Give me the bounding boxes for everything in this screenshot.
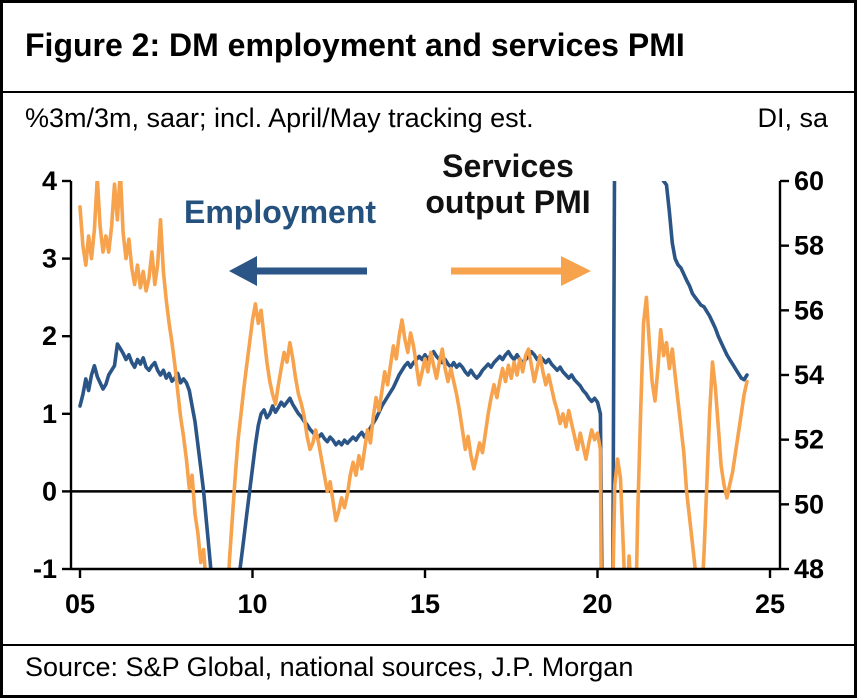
right-axis-tick-label: 52	[794, 425, 824, 455]
left-axis-tick-label: 0	[42, 476, 57, 506]
figure-title: Figure 2: DM employment and services PMI	[25, 27, 685, 63]
right-axis-tick-label: 48	[794, 554, 824, 584]
employment-arrow-head	[229, 256, 257, 286]
x-axis-tick-label: 10	[237, 589, 267, 619]
employment-series-label: Employment	[183, 194, 377, 230]
right-axis-tick-label: 56	[794, 295, 824, 325]
source-note: Source: S&P Global, national sources, J.…	[25, 652, 634, 682]
right-axis-tick-label: 54	[794, 360, 824, 390]
services-pmi-series-label: Services output PMI	[425, 148, 591, 220]
x-axis-tick-label: 15	[410, 589, 440, 619]
left-axis-unit-label: %3m/3m, saar; incl. April/May tracking e…	[25, 103, 534, 133]
right-axis-unit-label: DI, sa	[757, 103, 828, 133]
source-divider-line	[3, 644, 854, 646]
title-divider-line	[3, 91, 854, 93]
services-arrow-head	[561, 256, 591, 286]
right-axis-tick-label: 60	[794, 166, 824, 196]
right-axis-tick-label: 50	[794, 489, 824, 519]
series-line-services-output-pmi	[78, 181, 749, 569]
left-axis-tick-label: -1	[33, 554, 57, 584]
left-axis-tick-label: 4	[42, 166, 57, 196]
chart-plot-area: -1 0 1 2 3 4 48 50 52 54 56 58 60 05 10 15 20 25	[33, 166, 824, 619]
left-axis-tick-label: 1	[42, 399, 57, 429]
x-axis-tick-label: 25	[755, 589, 785, 619]
left-axis-tick-label: 2	[42, 321, 57, 351]
left-axis-tick-label: 3	[42, 244, 57, 274]
x-axis-tick-label: 05	[65, 589, 95, 619]
right-axis-tick-label: 58	[794, 231, 824, 261]
series-line-employment	[78, 181, 749, 569]
x-axis-tick-label: 20	[582, 589, 612, 619]
